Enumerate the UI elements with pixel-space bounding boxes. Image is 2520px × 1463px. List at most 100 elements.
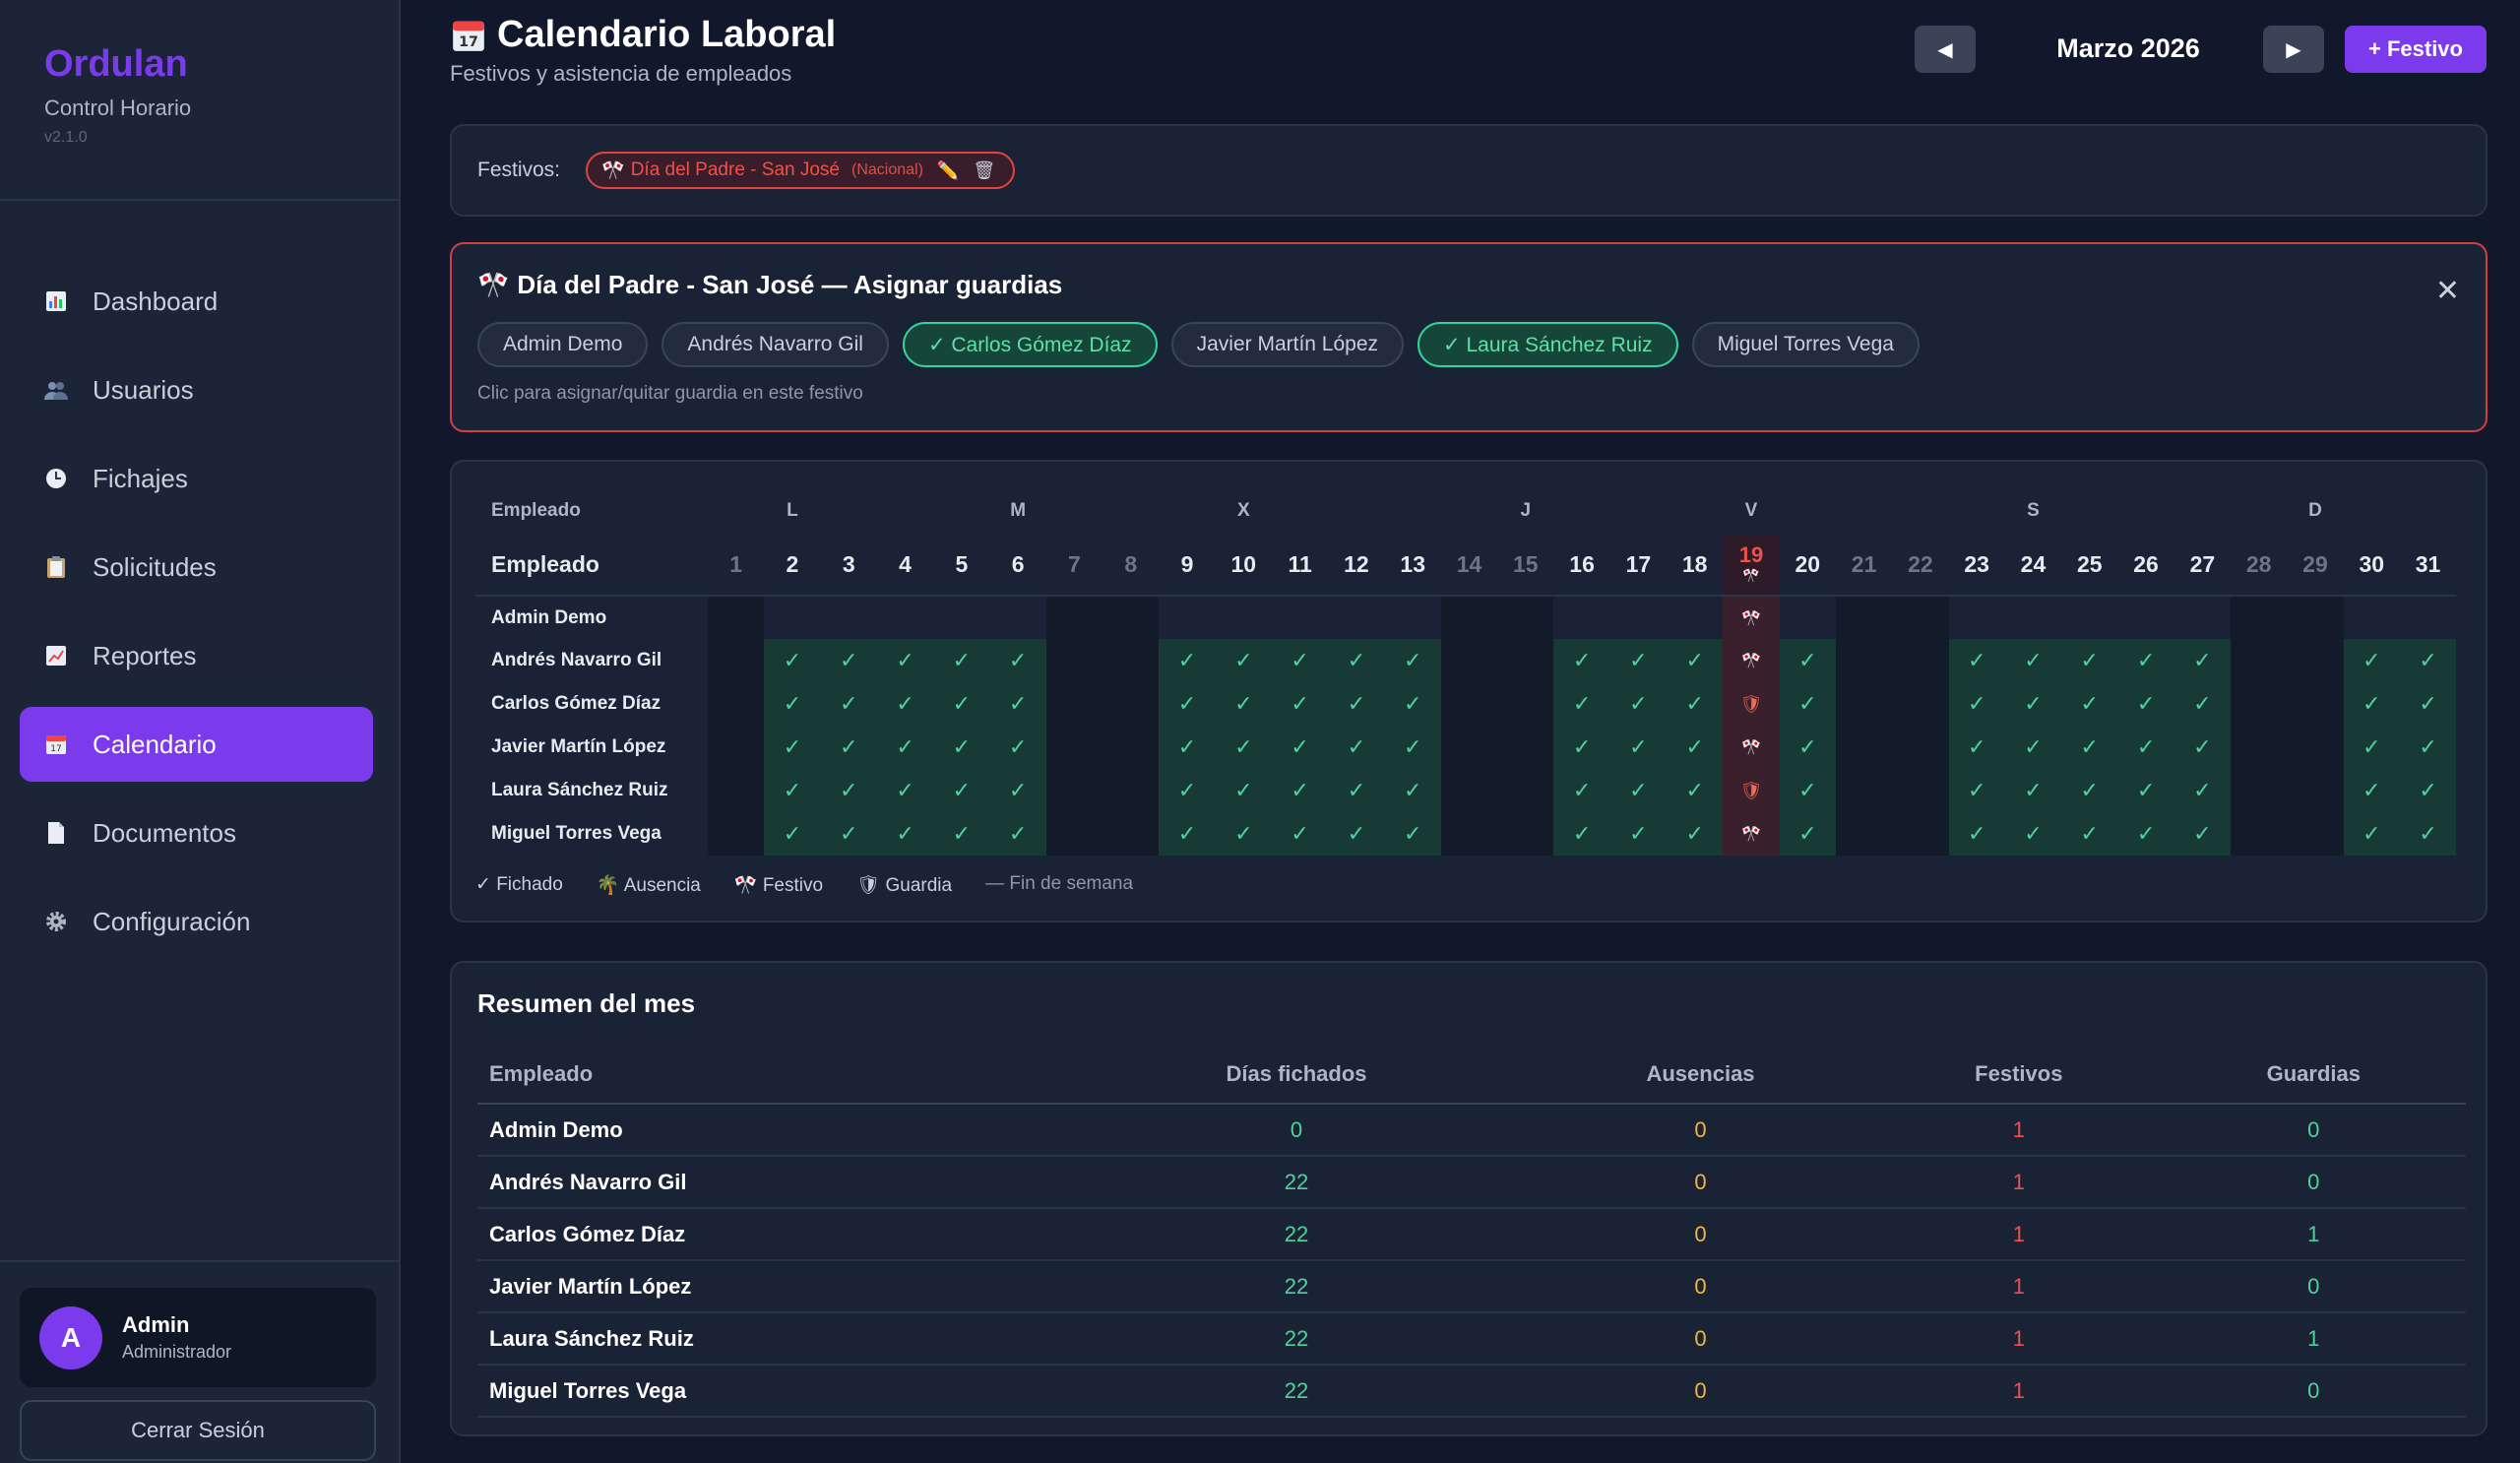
fichado-cell[interactable]: ✓	[1609, 682, 1668, 726]
weekend-cell[interactable]	[1497, 769, 1554, 812]
fichado-cell[interactable]: ✓	[1271, 682, 1329, 726]
weekend-cell[interactable]	[1497, 639, 1554, 682]
fichado-cell[interactable]: ✓	[820, 639, 877, 682]
fichado-cell[interactable]: ✓	[1271, 726, 1329, 769]
sidebar-item-reportes[interactable]: Reportes	[20, 618, 373, 693]
empty-cell[interactable]	[2061, 596, 2117, 639]
weekend-cell[interactable]	[1835, 596, 1893, 639]
weekend-cell[interactable]	[1045, 812, 1103, 856]
empty-cell[interactable]	[1780, 596, 1836, 639]
fichado-cell[interactable]: ✓	[2117, 769, 2174, 812]
fichado-cell[interactable]: ✓	[1271, 769, 1329, 812]
fichado-cell[interactable]: ✓	[764, 769, 821, 812]
fichado-cell[interactable]: ✓	[1384, 812, 1441, 856]
fichado-cell[interactable]: ✓	[1328, 639, 1385, 682]
close-icon[interactable]: ✕	[2434, 275, 2460, 307]
fichado-cell[interactable]: ✓	[1215, 726, 1272, 769]
weekend-cell[interactable]	[708, 812, 765, 856]
fichado-cell[interactable]: ✓	[2174, 812, 2232, 856]
fichado-cell[interactable]: ✓	[933, 769, 990, 812]
fichado-cell[interactable]: ✓	[1215, 682, 1272, 726]
employee-chip[interactable]: Admin Demo	[477, 322, 649, 367]
fichado-cell[interactable]: ✓	[764, 639, 821, 682]
fichado-cell[interactable]: ✓	[1159, 726, 1216, 769]
fichado-cell[interactable]: ✓	[1609, 812, 1668, 856]
fichado-cell[interactable]: ✓	[2343, 812, 2400, 856]
weekend-cell[interactable]	[1497, 596, 1554, 639]
weekend-cell[interactable]	[2287, 682, 2344, 726]
fichado-cell[interactable]: ✓	[820, 812, 877, 856]
fichado-cell[interactable]: ✓	[764, 682, 821, 726]
weekend-cell[interactable]	[2231, 726, 2288, 769]
sidebar-item-configuracion[interactable]: Configuración	[20, 884, 373, 959]
empty-cell[interactable]	[764, 596, 820, 639]
fichado-cell[interactable]: ✓	[1609, 726, 1668, 769]
fichado-cell[interactable]: ✓	[933, 682, 990, 726]
sidebar-item-calendario[interactable]: 17 Calendario	[20, 707, 373, 782]
weekend-cell[interactable]	[2231, 769, 2288, 812]
fichado-cell[interactable]: ✓	[1948, 682, 2005, 726]
weekend-cell[interactable]	[1045, 726, 1103, 769]
empty-cell[interactable]	[933, 596, 989, 639]
weekend-cell[interactable]	[1440, 682, 1498, 726]
fichado-cell[interactable]: ✓	[2399, 639, 2457, 682]
fichado-cell[interactable]: ✓	[2004, 812, 2062, 856]
fichado-cell[interactable]: ✓	[2399, 682, 2457, 726]
fichado-cell[interactable]: ✓	[1215, 639, 1272, 682]
weekend-cell[interactable]	[1102, 639, 1160, 682]
fichado-cell[interactable]: ✓	[2117, 726, 2174, 769]
trash-icon[interactable]: 🗑	[973, 159, 996, 180]
festivo-cell[interactable]: 🎌	[1723, 726, 1780, 769]
weekend-cell[interactable]	[1440, 596, 1498, 639]
empty-cell[interactable]	[1159, 596, 1215, 639]
weekend-cell[interactable]	[1045, 639, 1103, 682]
fichado-cell[interactable]: ✓	[1779, 682, 1836, 726]
fichado-cell[interactable]: ✓	[2117, 639, 2174, 682]
fichado-cell[interactable]: ✓	[876, 812, 934, 856]
empty-cell[interactable]	[1216, 596, 1272, 639]
empty-cell[interactable]	[1553, 596, 1609, 639]
weekend-cell[interactable]	[1440, 812, 1498, 856]
fichado-cell[interactable]: ✓	[1779, 639, 1836, 682]
empty-cell[interactable]	[2174, 596, 2231, 639]
logout-button[interactable]: Cerrar Sesión	[20, 1400, 376, 1461]
fichado-cell[interactable]: ✓	[1271, 812, 1329, 856]
weekend-cell[interactable]	[708, 769, 765, 812]
brand-name[interactable]: Ordulan	[44, 43, 188, 85]
fichado-cell[interactable]: ✓	[2343, 682, 2400, 726]
fichado-cell[interactable]: ✓	[1384, 726, 1441, 769]
fichado-cell[interactable]: ✓	[1948, 639, 2005, 682]
fichado-cell[interactable]: ✓	[1215, 769, 1272, 812]
fichado-cell[interactable]: ✓	[2343, 726, 2400, 769]
employee-chip[interactable]: Miguel Torres Vega	[1691, 322, 1920, 367]
sidebar-item-usuarios[interactable]: Usuarios	[20, 352, 373, 427]
fichado-cell[interactable]: ✓	[2343, 639, 2400, 682]
weekend-cell[interactable]	[2231, 639, 2288, 682]
weekend-cell[interactable]	[2287, 726, 2344, 769]
fichado-cell[interactable]: ✓	[2174, 682, 2232, 726]
sidebar-item-fichajes[interactable]: Fichajes	[20, 441, 373, 516]
weekend-cell[interactable]	[1102, 769, 1160, 812]
empty-cell[interactable]	[2117, 596, 2174, 639]
sidebar-item-solicitudes[interactable]: Solicitudes	[20, 530, 373, 604]
weekend-cell[interactable]	[1440, 726, 1498, 769]
fichado-cell[interactable]: ✓	[1948, 726, 2005, 769]
festivo-cell[interactable]: 🎌	[1723, 812, 1780, 856]
weekend-cell[interactable]	[2287, 769, 2344, 812]
fichado-cell[interactable]: ✓	[989, 726, 1046, 769]
weekend-cell[interactable]	[1440, 769, 1498, 812]
empty-cell[interactable]	[1610, 596, 1667, 639]
weekend-cell[interactable]	[2231, 682, 2288, 726]
fichado-cell[interactable]: ✓	[1553, 769, 1610, 812]
weekend-cell[interactable]	[1892, 682, 1949, 726]
fichado-cell[interactable]: ✓	[1609, 639, 1668, 682]
fichado-cell[interactable]: ✓	[1609, 769, 1668, 812]
fichado-cell[interactable]: ✓	[933, 812, 990, 856]
employee-chip[interactable]: ✓ Carlos Gómez Díaz	[902, 322, 1158, 367]
festivo-chip[interactable]: 🎌 Día del Padre - San José (Nacional) ✏️…	[586, 152, 1016, 189]
fichado-cell[interactable]: ✓	[989, 682, 1046, 726]
weekend-cell[interactable]	[1497, 726, 1554, 769]
festivo-cell[interactable]: 🎌	[1723, 639, 1780, 682]
fichado-cell[interactable]: ✓	[1779, 726, 1836, 769]
fichado-cell[interactable]: ✓	[1553, 682, 1610, 726]
